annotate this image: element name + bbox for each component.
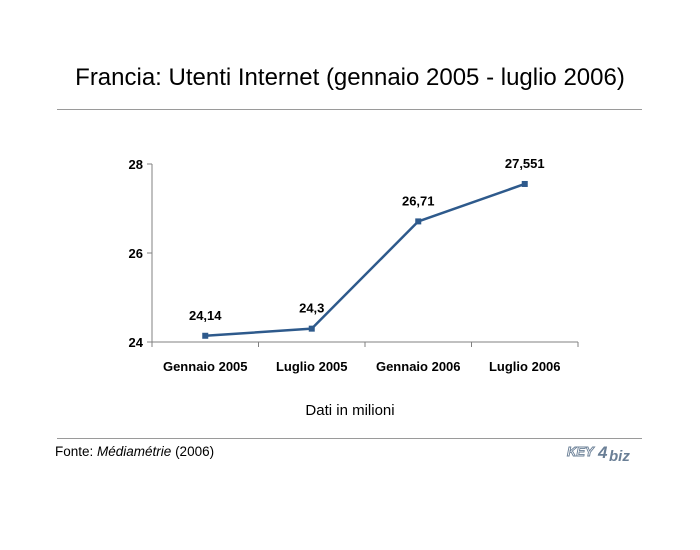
footer-divider xyxy=(57,438,642,439)
series-line xyxy=(205,182,526,338)
y-tick-label: 28 xyxy=(129,157,143,172)
x-tick-label: Gennaio 2006 xyxy=(376,359,461,374)
data-label: 27,551 xyxy=(505,156,545,171)
series-path xyxy=(205,182,526,338)
x-tick-label: Luglio 2005 xyxy=(276,359,348,374)
x-tick-label: Gennaio 2005 xyxy=(163,359,248,374)
data-point-marker xyxy=(308,325,315,332)
y-tick-label: 26 xyxy=(129,246,143,261)
data-points xyxy=(202,180,528,339)
logo-key: KEY xyxy=(567,444,595,459)
units-note: Dati in milioni xyxy=(305,402,395,419)
data-labels: 24,14 24,3 26,71 27,551 xyxy=(189,156,545,323)
data-point-marker xyxy=(202,332,209,339)
source-year: (2006) xyxy=(171,444,215,459)
source-name: Médiamétrie xyxy=(97,444,172,459)
key4biz-logo: KEY 4 biz xyxy=(567,443,631,465)
data-label: 24,14 xyxy=(189,308,222,323)
x-axis-ticks: Gennaio 2005 Luglio 2005 Gennaio 2006 Lugli… xyxy=(151,342,579,374)
source-credit: Fonte: Médiamétrie (2006) xyxy=(55,444,214,459)
chart-title: Francia: Utenti Internet (gennaio 2005 -… xyxy=(75,64,625,91)
data-label: 26,71 xyxy=(402,193,435,208)
y-axis-ticks: 24 26 28 xyxy=(129,157,152,350)
logo-biz: biz xyxy=(609,448,630,465)
title-divider xyxy=(57,109,642,110)
data-point-marker xyxy=(521,180,528,187)
x-tick-label: Luglio 2006 xyxy=(489,359,561,374)
data-point-marker xyxy=(415,218,422,225)
data-label: 24,3 xyxy=(299,301,324,316)
logo-four: 4 xyxy=(597,443,608,462)
y-tick-label: 24 xyxy=(129,335,144,350)
source-prefix: Fonte: xyxy=(55,444,98,459)
